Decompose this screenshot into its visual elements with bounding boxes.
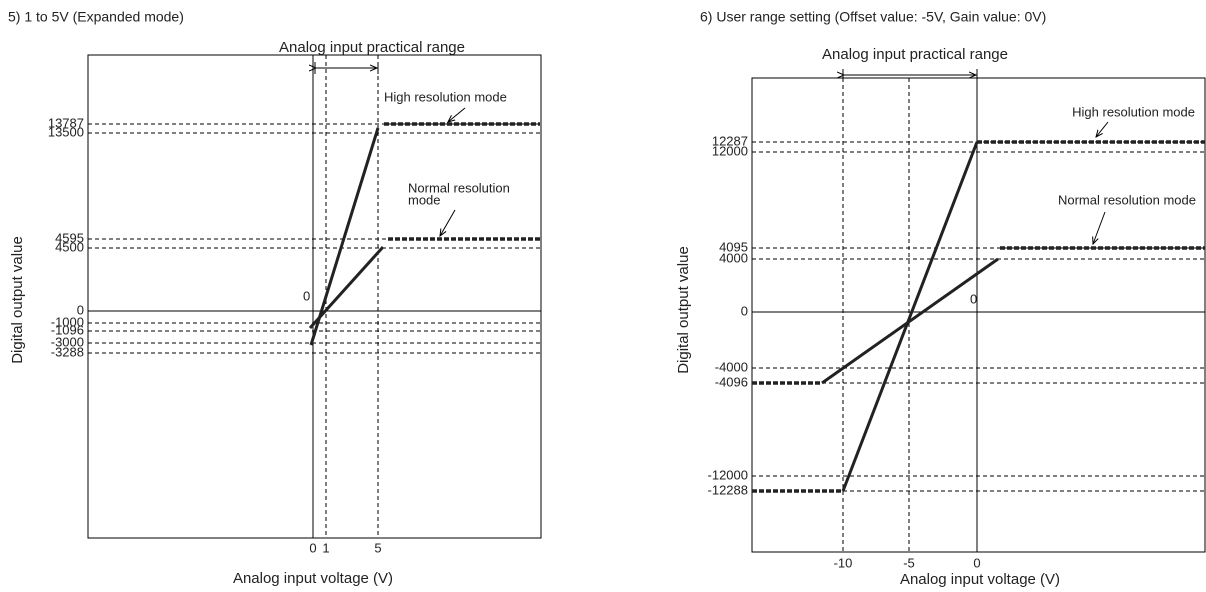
chart-title: 5) 1 to 5V (Expanded mode) — [8, 9, 184, 25]
y-tick-label: -4000 — [715, 359, 748, 374]
x-tick-label: 5 — [374, 540, 381, 555]
y-tick-label: 13500 — [48, 124, 84, 139]
x-tick-label: 0 — [973, 555, 980, 570]
annotation-arrow — [1096, 121, 1109, 137]
y-tick-label: 12287 — [712, 133, 748, 148]
plot-frame — [751, 77, 1206, 553]
characteristic-line — [309, 127, 380, 346]
mode-annotation: mode — [408, 192, 441, 207]
y-tick-label: 12000 — [712, 143, 748, 158]
y-tick-label: 4000 — [719, 250, 748, 265]
y-axis-label: Digital output value — [675, 246, 692, 374]
mode-annotation: High resolution mode — [1072, 104, 1195, 119]
y-tick-label: 0 — [77, 302, 84, 317]
origin-label: 0 — [970, 291, 977, 306]
practical-range-label: Analog input practical range — [279, 39, 465, 56]
plot-frame — [87, 54, 542, 539]
y-tick-label: -1000 — [51, 314, 84, 329]
y-tick-label: 0 — [741, 303, 748, 318]
annotation-arrow — [440, 209, 456, 236]
characteristic-line — [308, 245, 385, 330]
y-tick-label: -4096 — [715, 374, 748, 389]
characteristic-line — [841, 141, 979, 492]
x-tick-label: -5 — [903, 555, 915, 570]
mode-annotation: Normal resolution — [408, 180, 510, 195]
y-tick-label: 13787 — [48, 115, 84, 130]
y-tick-label: 4595 — [55, 230, 84, 245]
x-tick-label: 0 — [309, 540, 316, 555]
mode-annotation: Normal resolution mode — [1058, 192, 1196, 207]
y-axis-label: Digital output value — [9, 236, 26, 364]
origin-label: 0 — [303, 288, 310, 303]
x-tick-label: -10 — [834, 555, 853, 570]
y-tick-label: -12288 — [708, 482, 748, 497]
y-tick-label: 4095 — [719, 239, 748, 254]
y-tick-label: -3000 — [51, 334, 84, 349]
practical-range-label: Analog input practical range — [822, 46, 1008, 63]
characteristic-line — [821, 257, 999, 385]
y-tick-label: -12000 — [708, 467, 748, 482]
annotation-arrow — [448, 107, 466, 122]
x-axis-label: Analog input voltage (V) — [233, 570, 393, 587]
y-tick-label: 4500 — [55, 239, 84, 254]
y-tick-label: -1096 — [51, 322, 84, 337]
mode-annotation: High resolution mode — [384, 89, 507, 104]
chart-title: 6) User range setting (Offset value: -5V… — [700, 9, 1046, 25]
x-tick-label: 1 — [322, 540, 329, 555]
x-axis-label: Analog input voltage (V) — [900, 571, 1060, 588]
annotation-arrow — [1093, 211, 1106, 244]
y-tick-label: -3288 — [51, 344, 84, 359]
